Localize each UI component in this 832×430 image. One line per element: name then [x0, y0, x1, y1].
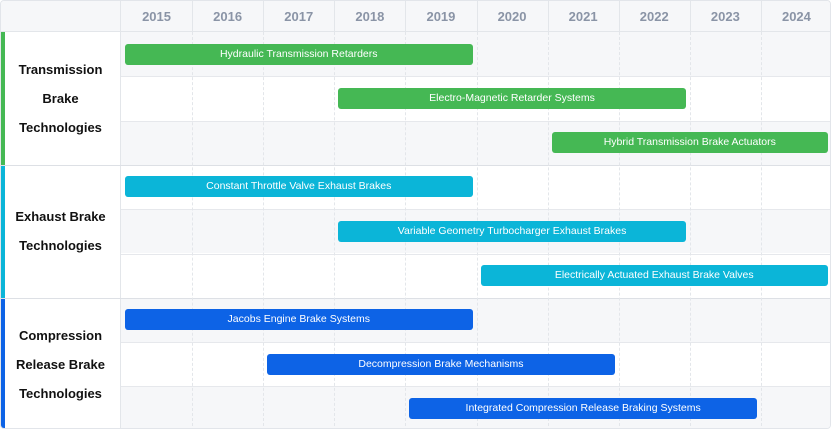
header-column-divider: [761, 1, 762, 32]
year-gridline: [690, 32, 691, 429]
header-column-divider: [263, 1, 264, 32]
group-label-text: TransmissionBrakeTechnologies: [19, 55, 103, 142]
group-label-text: Exhaust BrakeTechnologies: [15, 202, 105, 260]
year-gridline: [263, 32, 264, 429]
header-column-divider: [548, 1, 549, 32]
group-accent-stripe: [1, 298, 5, 429]
header-corner: [1, 1, 121, 32]
group-accent-stripe: [1, 32, 5, 165]
task-bar[interactable]: Variable Geometry Turbocharger Exhaust B…: [338, 221, 686, 242]
group-label-text: CompressionRelease BrakeTechnologies: [16, 321, 105, 408]
year-label-2017: 2017: [263, 1, 334, 32]
group-label: CompressionRelease BrakeTechnologies: [1, 298, 121, 429]
header-column-divider: [192, 1, 193, 32]
group-divider: [1, 298, 831, 299]
year-label-2018: 2018: [334, 1, 405, 32]
task-bar[interactable]: Decompression Brake Mechanisms: [267, 354, 615, 375]
header-column-divider: [405, 1, 406, 32]
header-column-divider: [334, 1, 335, 32]
header-column-divider: [477, 1, 478, 32]
year-gridline: [192, 32, 193, 429]
group-divider: [1, 165, 831, 166]
task-bar[interactable]: Electro-Magnetic Retarder Systems: [338, 88, 686, 109]
task-bar[interactable]: Electrically Actuated Exhaust Brake Valv…: [481, 265, 829, 286]
year-label-2023: 2023: [690, 1, 761, 32]
year-gridline: [761, 32, 762, 429]
year-label-2019: 2019: [405, 1, 476, 32]
year-label-2024: 2024: [761, 1, 831, 32]
task-bar[interactable]: Constant Throttle Valve Exhaust Brakes: [125, 176, 473, 197]
year-label-2021: 2021: [548, 1, 619, 32]
group-label: Exhaust BrakeTechnologies: [1, 165, 121, 298]
task-bar[interactable]: Integrated Compression Release Braking S…: [409, 398, 757, 419]
year-label-2022: 2022: [619, 1, 690, 32]
year-label-2015: 2015: [121, 1, 192, 32]
header-column-divider: [619, 1, 620, 32]
task-bar[interactable]: Jacobs Engine Brake Systems: [125, 309, 473, 330]
group-accent-stripe: [1, 165, 5, 298]
task-bar[interactable]: Hybrid Transmission Brake Actuators: [552, 132, 828, 153]
group-label: TransmissionBrakeTechnologies: [1, 32, 121, 165]
year-label-2016: 2016: [192, 1, 263, 32]
year-label-2020: 2020: [477, 1, 548, 32]
task-bar[interactable]: Hydraulic Transmission Retarders: [125, 44, 473, 65]
header-column-divider: [690, 1, 691, 32]
